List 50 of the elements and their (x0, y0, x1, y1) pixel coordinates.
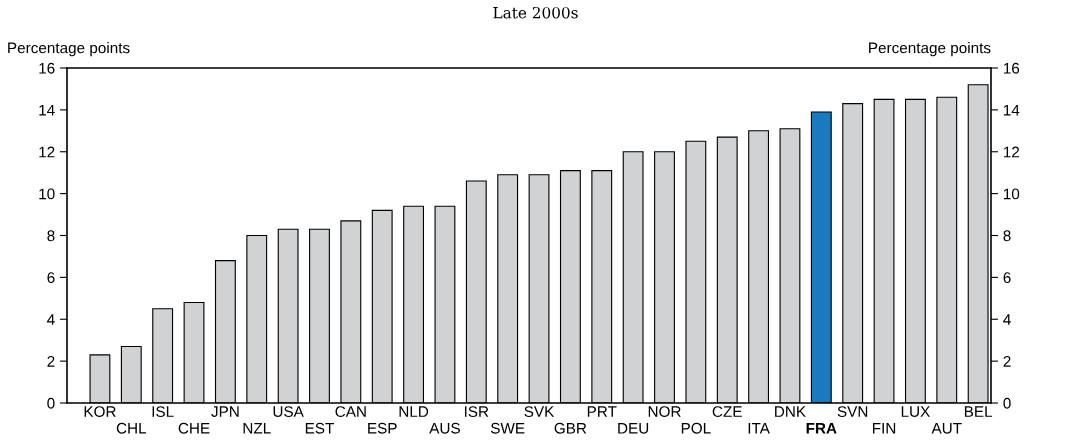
x-tick-label: NZL (243, 423, 271, 434)
x-tick-label: ESP (368, 422, 397, 434)
x-tick-label: CZE (712, 406, 742, 417)
x-tick-label: CHE (178, 422, 210, 434)
y2-tick-label: 16 (1003, 62, 1020, 74)
x-tick-label: BEL (964, 406, 993, 417)
x-tick-label: EST (305, 422, 334, 434)
x-tick-label: AUT (931, 423, 962, 434)
x-tick-label: FIN (873, 423, 896, 434)
x-tick-label: DEU (618, 423, 649, 434)
y-tick-label: 10 (39, 188, 55, 200)
x-tick-label: SVN (837, 406, 868, 417)
x-tick-label: ISR (464, 406, 489, 417)
y-tick-label: 4 (47, 314, 55, 325)
x-tick-label: FRA (806, 423, 837, 434)
y2-tick-label: 14 (1003, 104, 1020, 116)
x-tick-label: PRT (587, 406, 617, 417)
y-axis-title: Percentage points (8, 42, 130, 57)
x-tick-label: AUS (429, 422, 460, 434)
x-tick-label: CHL (116, 422, 147, 434)
y2-tick-label: 2 (1003, 355, 1011, 367)
y-tick-label: 6 (47, 272, 55, 284)
x-tick-label: NOR (648, 406, 681, 417)
x-tick-label: POL (681, 422, 711, 434)
y-tick-label: 16 (39, 62, 55, 74)
x-tick-label: SVK (524, 406, 555, 417)
y-tick-label: 0 (47, 397, 55, 409)
y-tick-label: 14 (39, 104, 55, 116)
x-tick-label: CAN (335, 406, 366, 417)
y-tick-label: 12 (39, 146, 55, 158)
x-tick-label: ISL (152, 406, 174, 417)
x-tick-label: USA (273, 406, 304, 417)
x-tick-label: GBR (554, 422, 587, 434)
y2-tick-label: 8 (1003, 230, 1011, 242)
y-tick-label: 8 (47, 230, 55, 242)
y2-tick-label: 4 (1003, 314, 1011, 325)
x-tick-label: DNK (775, 406, 806, 417)
x-tick-label: ITA (748, 423, 770, 434)
chart-title: Late 2000s (493, 6, 578, 19)
x-tick-label: KOR (84, 406, 116, 417)
x-tick-label: SWE (490, 422, 525, 434)
y2-axis-title: Percentage points (869, 42, 991, 57)
y2-tick-label: 6 (1003, 272, 1011, 284)
y-tick-label: 2 (47, 355, 55, 367)
x-tick-label: NLD (399, 406, 429, 417)
x-tick-label: JPN (211, 406, 239, 417)
y2-tick-label: 0 (1003, 397, 1011, 409)
y2-tick-label: 12 (1003, 146, 1020, 158)
y2-tick-label: 10 (1003, 188, 1020, 200)
x-tick-label: LUX (901, 406, 930, 417)
